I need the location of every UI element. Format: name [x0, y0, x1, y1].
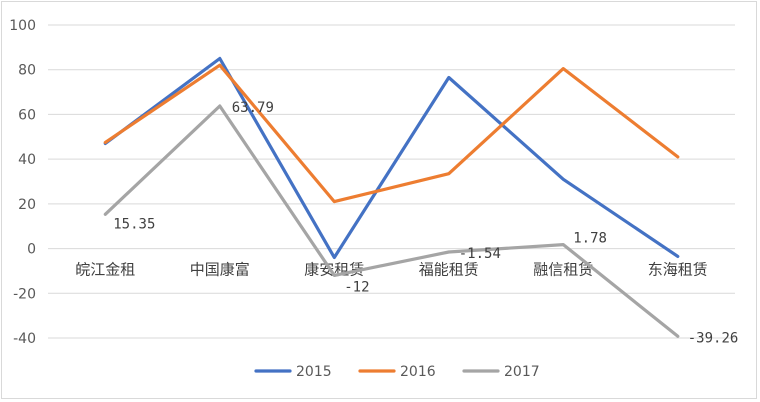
legend-item-2015: 2015	[254, 364, 332, 380]
x-category-label: 中国康富	[190, 261, 250, 279]
y-tick-label: 0	[27, 242, 36, 258]
data-label: 1.78	[573, 231, 607, 247]
y-tick-label: 20	[18, 197, 36, 213]
series-line-2016	[103, 63, 680, 204]
x-axis-category-labels: 皖江金租 中国康富 康安租赁 福能租赁 融信租赁 东海租赁	[75, 261, 708, 279]
data-label: 15.35	[113, 216, 155, 232]
x-category-label: 融信租赁	[533, 261, 593, 279]
y-tick-label: -40	[13, 331, 36, 347]
x-category-label: 东海租赁	[648, 261, 708, 279]
data-label: -39.26	[688, 330, 739, 346]
legend-label: 2015	[296, 364, 332, 380]
data-label: -12	[344, 279, 369, 295]
legend-label: 2016	[400, 364, 436, 380]
legend-item-2017: 2017	[462, 364, 540, 380]
series-line-2017	[103, 104, 680, 338]
x-category-label: 皖江金租	[75, 261, 135, 279]
x-category-label: 康安租赁	[304, 261, 364, 279]
series-line-2015	[103, 56, 680, 260]
y-tick-label: 60	[18, 107, 36, 123]
data-label: -1.54	[459, 246, 501, 262]
y-tick-label: 40	[18, 152, 36, 168]
x-category-label: 福能租赁	[419, 261, 479, 279]
y-tick-label: 100	[9, 18, 36, 34]
legend-label: 2017	[504, 364, 540, 380]
y-tick-label: 80	[18, 63, 36, 79]
series-lines	[103, 56, 680, 338]
legend: 2015 2016 2017	[254, 364, 540, 380]
data-labels: 15.35 63.79 -12 -1.54 1.78 -39.26	[113, 100, 738, 346]
data-label: 63.79	[232, 100, 274, 116]
y-tick-label: -20	[13, 286, 36, 302]
gridlines	[48, 24, 735, 339]
legend-item-2016: 2016	[358, 364, 436, 380]
y-axis-tick-labels: 100 80 60 40 20 0 -20 -40	[9, 18, 36, 347]
